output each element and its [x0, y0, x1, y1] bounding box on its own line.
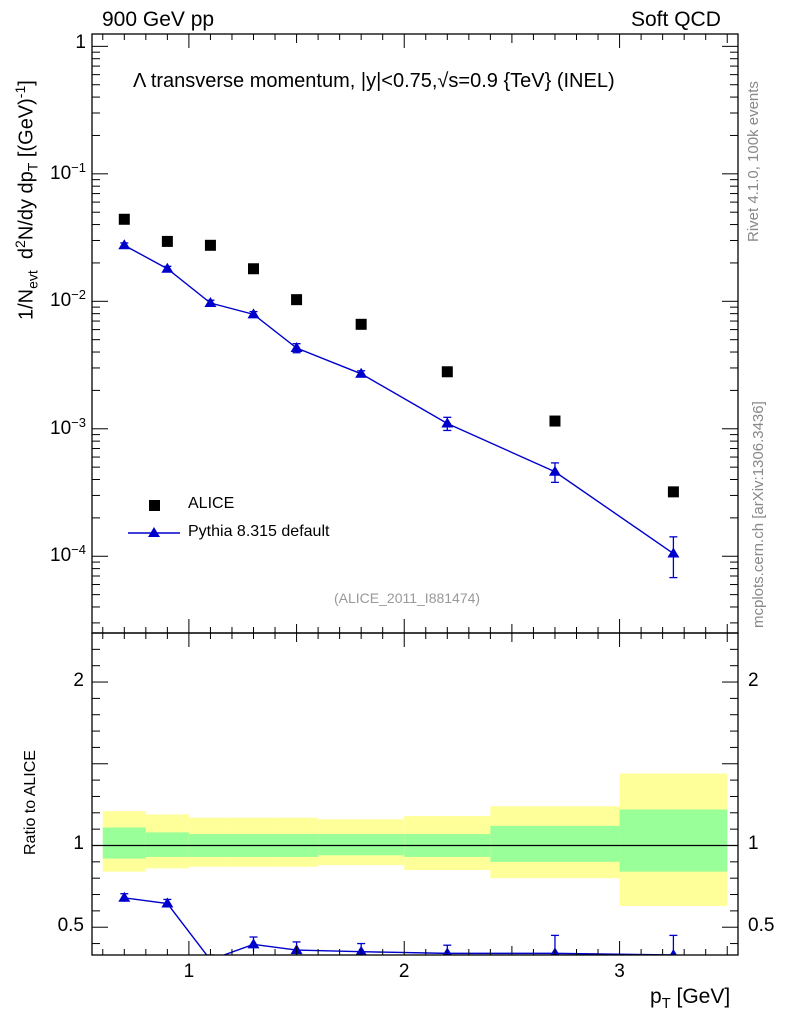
mc-point: [441, 417, 454, 428]
data-point: [248, 263, 259, 275]
data-point: [441, 366, 453, 378]
ratio-band-inner: [102, 827, 146, 859]
ratio-tick-label-right: 0.5: [748, 915, 775, 937]
legend-marker-data: [149, 500, 160, 511]
legend: [128, 500, 180, 537]
ratio-line: [124, 897, 674, 955]
legend-label-data: ALICE: [188, 495, 235, 512]
data-point: [291, 294, 303, 306]
ratio-tick-label-left: 1: [73, 833, 84, 855]
data-point: [204, 239, 216, 251]
data-point: [667, 486, 679, 498]
chart-title: Λ transverse momentum, |y|<0.75,√s=0.9 {…: [133, 70, 615, 92]
y-tick-label: 10−3: [50, 414, 86, 439]
mc-point: [247, 308, 260, 319]
y-tick-label: 10−1: [50, 159, 86, 184]
data-point: [161, 235, 173, 247]
ratio-tick-label-left: 0.5: [57, 915, 84, 937]
ratio-frame: [91, 632, 739, 956]
y-tick-label: 10−4: [50, 542, 86, 567]
ratio-point: [161, 897, 174, 908]
ratio-band-inner: [318, 834, 405, 856]
mc-point: [355, 367, 368, 378]
legend-marker-mc: [148, 527, 160, 537]
data-point: [118, 213, 130, 225]
y-tick-label: 10−2: [50, 287, 86, 312]
ratio-tick-label-left: 2: [73, 670, 84, 692]
mc-point: [204, 296, 217, 307]
legend-label-mc: Pythia 8.315 default: [188, 523, 330, 540]
ratio-point: [669, 949, 678, 955]
y-axis-label: 1/Nevt d2N/dy dpT [(GeV)-1]: [12, 80, 41, 320]
data-point: [549, 415, 561, 427]
mc-point: [548, 465, 561, 476]
axis-ticks: [92, 34, 738, 955]
x-axis-label: pT [GeV]: [650, 985, 731, 1013]
header-right: Soft QCD: [631, 8, 721, 31]
ratio-bands: [102, 773, 728, 906]
analysis-id: (ALICE_2011_I881474): [334, 590, 481, 606]
rivet-label: Rivet 4.1.0, 100k events: [745, 81, 762, 242]
ratio-tick-label-right: 1: [748, 833, 759, 855]
mc-point: [667, 547, 680, 558]
ratio-y-axis-label: Ratio to ALICE: [22, 750, 39, 855]
header-left: 900 GeV pp: [102, 8, 215, 31]
mc-point: [118, 239, 131, 250]
mcplots-label: mcplots.cern.ch [arXiv:1306.3436]: [750, 401, 767, 628]
y-tick-label: 1: [75, 32, 86, 54]
mc-series: [118, 239, 680, 579]
ratio-band-inner: [490, 825, 620, 862]
ratio-point: [118, 891, 131, 902]
data-point: [355, 318, 367, 330]
x-tick-label: 2: [398, 961, 410, 982]
x-tick-label: 1: [183, 961, 195, 982]
mc-point: [290, 342, 303, 353]
data-series: [118, 213, 679, 498]
mc-point: [161, 262, 174, 273]
ratio-band-inner: [145, 832, 189, 857]
ratio-tick-label-right: 2: [748, 670, 759, 692]
frames: [91, 33, 739, 956]
ratio-point: [247, 938, 260, 949]
ratio-band-inner: [619, 809, 728, 872]
main-frame: [91, 33, 739, 634]
x-tick-label: 3: [614, 961, 625, 982]
